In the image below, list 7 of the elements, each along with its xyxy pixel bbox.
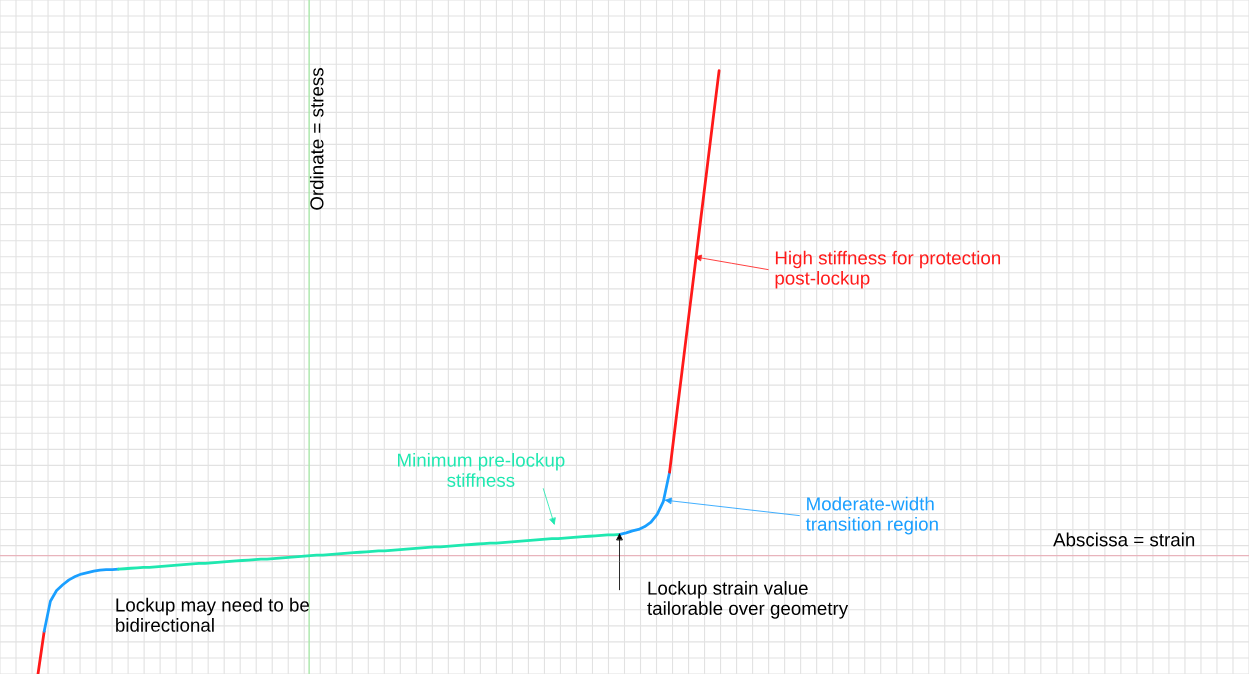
ref-line-label: Abscissa = strain	[1053, 532, 1195, 547]
text: Moderate-width transition region	[805, 496, 938, 535]
annotation: Minimum pre-lockup stiffness	[398, 452, 565, 487]
text: High stiffness for protection post-lockup	[775, 250, 1001, 289]
y-axis-title: Ordinate = stress	[309, 68, 324, 210]
annotation: Lockup strain value tailorable over geometry	[647, 581, 849, 619]
annotation: Lockup may need to be bidirectional	[116, 597, 309, 632]
